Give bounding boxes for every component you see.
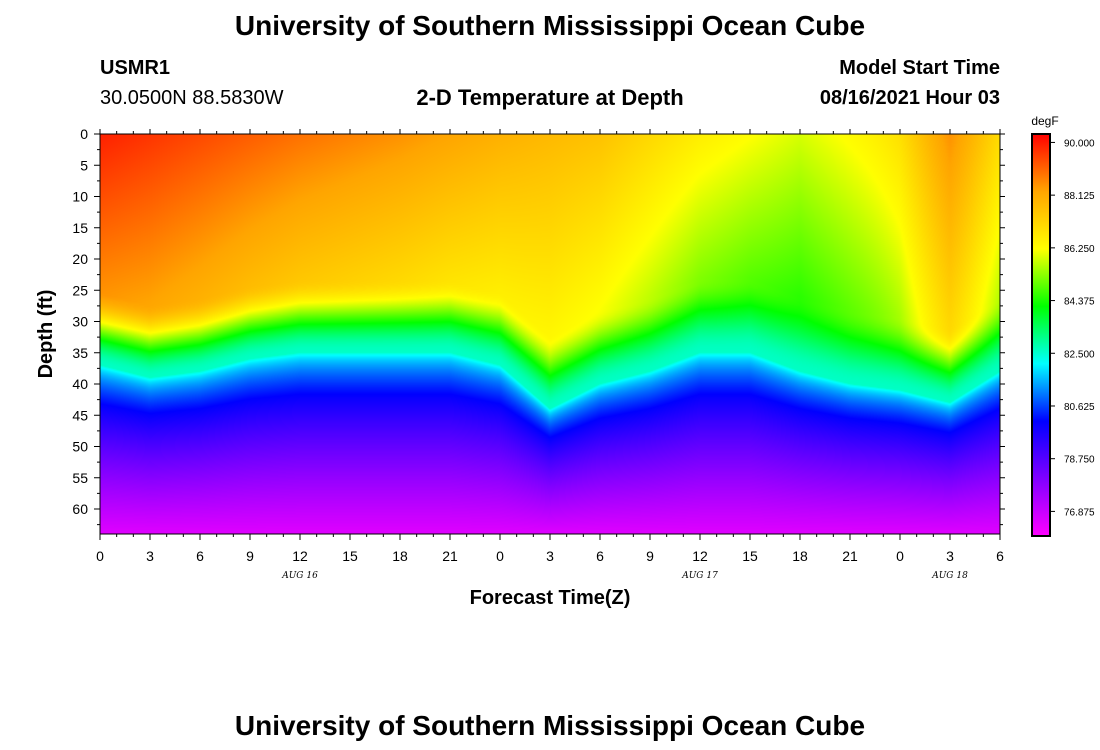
colorbar-label: 90.000 xyxy=(1064,138,1095,149)
y-tick-label: 50 xyxy=(72,439,88,455)
x-tick-label: 15 xyxy=(742,548,758,564)
y-tick-label: 45 xyxy=(72,407,88,423)
colorbar-label: 88.125 xyxy=(1064,191,1095,202)
heatmap-canvas xyxy=(100,134,1000,534)
x-axis: 0 3 6 9 12 15 18 21 0 3 6 9 12 15 18 21 0 3 6 xyxy=(96,129,1004,564)
plot-title: 2-D Temperature at Depth xyxy=(416,85,684,110)
colorbar-unit: degF xyxy=(1031,114,1058,128)
colorbar-label: 76.875 xyxy=(1064,507,1095,518)
y-tick-label: 30 xyxy=(72,314,88,330)
title-top: University of Southern Mississippi Ocean… xyxy=(234,10,866,41)
y-axis-title: Depth (ft) xyxy=(35,290,57,379)
station-id: USMR1 xyxy=(100,57,171,79)
colorbar-label: 80.625 xyxy=(1064,402,1095,413)
colorbar-label: 82.500 xyxy=(1064,349,1095,360)
x-tick-label: 0 xyxy=(96,548,104,564)
y-tick-label: 40 xyxy=(72,376,88,392)
x-tick-label: 0 xyxy=(896,548,904,564)
model-start-label: Model Start Time xyxy=(839,57,1000,79)
station-coordinates: 30.0500N 88.5830W xyxy=(100,87,284,109)
x-tick-label: 6 xyxy=(996,548,1004,564)
x-tick-label: 9 xyxy=(646,548,654,564)
y-tick-label: 15 xyxy=(72,220,88,236)
x-tick-label: 12 xyxy=(692,548,708,564)
x-tick-label: 18 xyxy=(392,548,408,564)
x-tick-label: 12 xyxy=(292,548,308,564)
colorbar-labels: 90.000 88.125 86.250 84.375 82.500 80.625 78.7… xyxy=(1050,138,1095,518)
colorbar-label: 86.250 xyxy=(1064,244,1095,255)
date-label: AUG 18 xyxy=(931,571,968,581)
x-tick-label: 3 xyxy=(546,548,554,564)
y-tick-label: 20 xyxy=(72,251,88,267)
x-tick-label: 9 xyxy=(246,548,254,564)
x-tick-label: 3 xyxy=(146,548,154,564)
model-start-value: 08/16/2021 Hour 03 xyxy=(819,87,1000,109)
y-tick-label: 0 xyxy=(80,126,88,142)
y-tick-label: 5 xyxy=(80,157,88,173)
x-tick-label: 15 xyxy=(342,548,358,564)
x-tick-label: 6 xyxy=(596,548,604,564)
date-label: AUG 16 xyxy=(281,571,318,581)
y-tick-label: 55 xyxy=(72,470,88,486)
x-tick-label: 6 xyxy=(196,548,204,564)
colorbar-label: 78.750 xyxy=(1064,455,1095,466)
colorbar xyxy=(1031,133,1051,537)
x-axis-title: Forecast Time(Z) xyxy=(470,587,631,609)
title-bottom: University of Southern Mississippi Ocean… xyxy=(234,710,866,741)
date-label: AUG 17 xyxy=(681,571,718,581)
x-tick-label: 0 xyxy=(496,548,504,564)
date-labels: AUG 16 AUG 17 AUG 18 xyxy=(281,571,968,581)
colorbar-label: 84.375 xyxy=(1064,297,1095,308)
x-tick-label: 21 xyxy=(442,548,458,564)
y-tick-label: 25 xyxy=(72,282,88,298)
y-axis: 0 5 10 15 20 25 30 35 40 45 50 55 60 xyxy=(72,126,1005,526)
x-tick-label: 21 xyxy=(842,548,858,564)
heatmap-area xyxy=(100,134,1000,534)
x-tick-label: 18 xyxy=(792,548,808,564)
y-tick-label: 35 xyxy=(72,345,88,361)
y-tick-label: 60 xyxy=(72,501,88,517)
x-tick-label: 3 xyxy=(946,548,954,564)
y-tick-label: 10 xyxy=(72,189,88,205)
